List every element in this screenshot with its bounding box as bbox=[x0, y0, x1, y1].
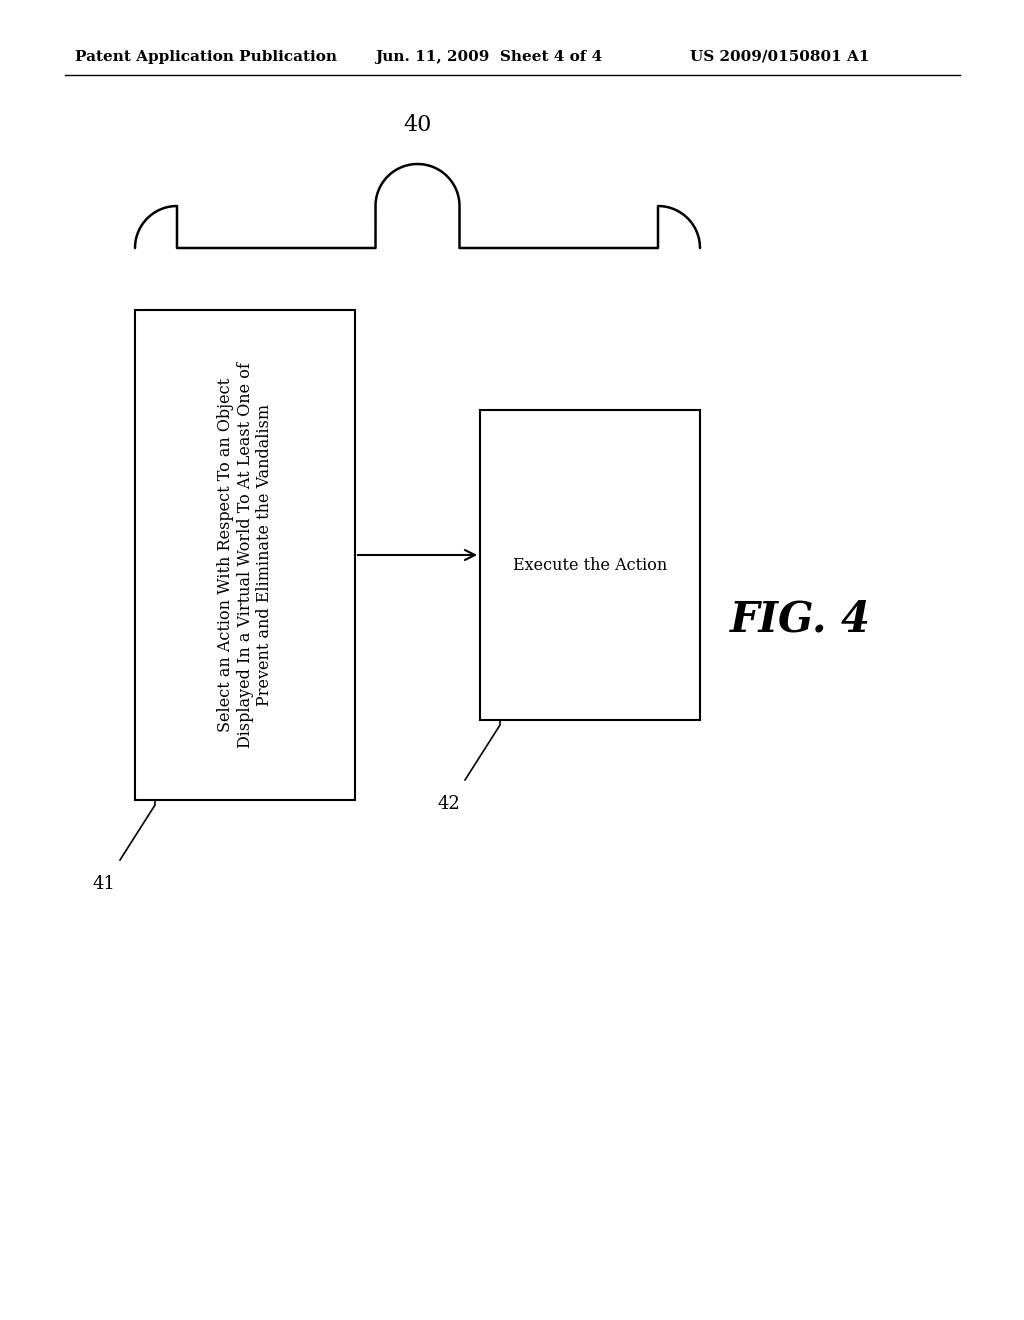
Text: Select an Action With Respect To an Object
Displayed In a Virtual World To At Le: Select an Action With Respect To an Obje… bbox=[217, 362, 273, 748]
Text: 42: 42 bbox=[437, 795, 460, 813]
FancyBboxPatch shape bbox=[135, 310, 355, 800]
Text: 41: 41 bbox=[92, 875, 115, 894]
Text: 40: 40 bbox=[403, 114, 432, 136]
Text: Patent Application Publication: Patent Application Publication bbox=[75, 50, 337, 63]
Text: Execute the Action: Execute the Action bbox=[513, 557, 667, 573]
Text: FIG. 4: FIG. 4 bbox=[729, 599, 870, 642]
FancyBboxPatch shape bbox=[480, 411, 700, 719]
Text: Jun. 11, 2009  Sheet 4 of 4: Jun. 11, 2009 Sheet 4 of 4 bbox=[375, 50, 602, 63]
Text: US 2009/0150801 A1: US 2009/0150801 A1 bbox=[690, 50, 869, 63]
